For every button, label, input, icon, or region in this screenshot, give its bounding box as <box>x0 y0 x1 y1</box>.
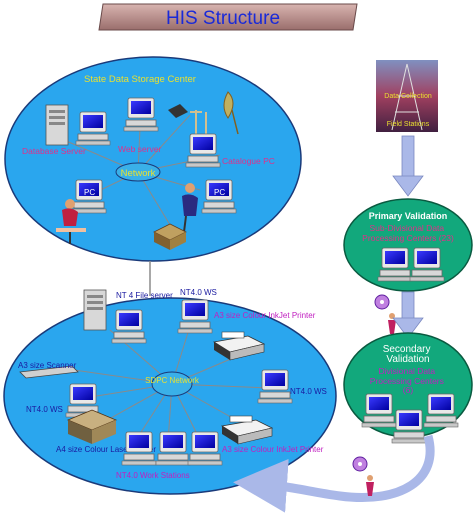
laser-printer-icon <box>66 409 118 444</box>
state-network-label: Network <box>121 168 156 179</box>
title-banner <box>98 3 358 31</box>
sdpc-network-hub <box>151 371 193 397</box>
return-arrow <box>233 434 435 513</box>
web-server-label: Web server <box>118 144 161 154</box>
a4-laser-label: A4 size Colour Laser Printer <box>56 445 156 454</box>
data-collection-tower-image <box>376 60 438 132</box>
ws-top-label: NT4.0 WS <box>180 288 217 297</box>
a3-inkjet-top-label: A3 size Colour InkJet Printer <box>214 311 316 320</box>
ws-left-label: NT4.0 WS <box>26 405 63 414</box>
operator-right-icon <box>182 179 237 233</box>
page-title: HIS Structure <box>166 8 280 29</box>
arrow-to-secondary <box>392 291 424 339</box>
ws-right-label: NT4.0 WS <box>290 387 327 396</box>
primary-subtitle-1: Sub-Divisional Data Processing Centers (… <box>362 223 454 243</box>
courier-figure-bottom-icon <box>352 456 374 496</box>
equipment-box-icon <box>153 223 187 250</box>
a3-scanner-label: A3 size Scanner <box>18 361 77 370</box>
catalogue-pc-icon <box>185 133 221 168</box>
pc-badge-left: PC <box>84 188 95 197</box>
primary-title: Primary Validation <box>369 211 448 221</box>
ws-top-icon <box>177 299 213 334</box>
sdpc-network-label: SDPC Network <box>145 376 200 385</box>
catalogue-pc-label: Catalogue PC <box>222 156 275 166</box>
web-server-icon <box>123 97 159 132</box>
work-stations-label: NT4.0 Work Stations <box>116 471 190 480</box>
state-center-title: State Data Storage Center <box>84 74 196 85</box>
operator-left-icon <box>56 179 107 244</box>
secondary-subtitle: Divisional Data Processing Centers (6) <box>370 366 447 395</box>
state-network-hub <box>115 162 161 182</box>
data-collection-line2: Field Stations <box>387 121 430 128</box>
ws-right-icon <box>257 369 293 404</box>
data-collection-line1: Data Collection <box>384 93 432 100</box>
courier-figure-top-icon <box>374 294 396 334</box>
database-server-label: Database Server <box>22 146 86 156</box>
pc-badge-right: PC <box>214 188 225 197</box>
workstations-icon <box>121 431 223 466</box>
scanner-icon <box>19 365 79 379</box>
satellite-dish-icon <box>223 91 239 135</box>
primary-validation-ellipse <box>343 198 473 292</box>
arrow-to-primary <box>392 135 424 197</box>
a3-inkjet-bottom-label: A3 size Colour InkJet Printer <box>222 445 324 454</box>
file-server-label: NT 4 File server <box>116 291 173 300</box>
secondary-title: Secondary Validation <box>383 344 434 365</box>
